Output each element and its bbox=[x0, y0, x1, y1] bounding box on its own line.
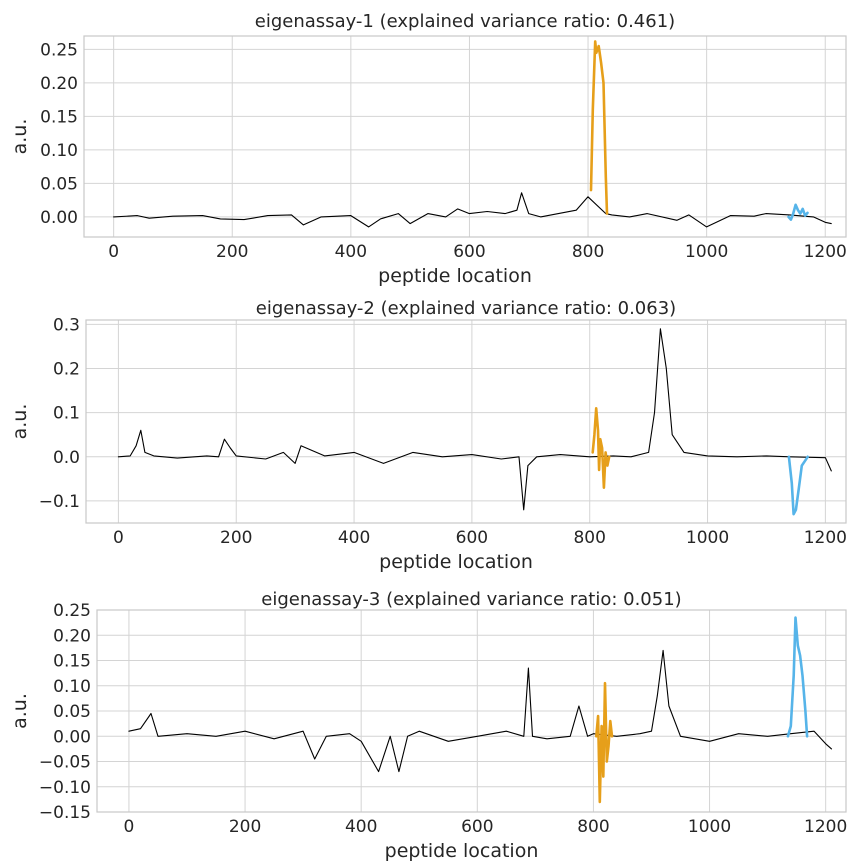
x-tick-label: 200 bbox=[216, 242, 248, 262]
plot-frame bbox=[85, 319, 847, 524]
x-tick-label: 0 bbox=[108, 242, 119, 262]
y-tick-label: 0.2 bbox=[53, 360, 80, 380]
y-tick-label: 0.25 bbox=[40, 40, 78, 60]
y-tick-label: 0.00 bbox=[53, 727, 91, 747]
series-line-orange bbox=[591, 406, 611, 490]
y-tick-label: 0.05 bbox=[40, 174, 78, 194]
chart-title: eigenassay-2 (explained variance ratio: … bbox=[256, 298, 676, 319]
x-tick-label: 400 bbox=[335, 242, 367, 262]
series-line-black bbox=[113, 192, 832, 228]
x-tick-label: 1200 bbox=[804, 528, 847, 548]
series-line-black bbox=[117, 328, 832, 511]
y-axis-label: a.u. bbox=[9, 693, 31, 729]
y-tick-label: 0.10 bbox=[53, 677, 91, 697]
y-tick-label: 0.10 bbox=[40, 141, 78, 161]
x-axis-label: peptide location bbox=[378, 265, 532, 287]
y-tick-label: 0.15 bbox=[40, 107, 78, 127]
chart-panel-3: 0 200 400 600 800 1000 1200 −0.15 −0.10 −0.05 0.00… bbox=[9, 589, 847, 862]
x-tick-label: 800 bbox=[577, 817, 609, 837]
chart-panel-1: 0 200 400 600 800 1000 1200 0.00 0.05 0.10 0.15 0.2… bbox=[9, 11, 847, 287]
x-tick-label: 1200 bbox=[804, 817, 847, 837]
chart-title: eigenassay-3 (explained variance ratio: … bbox=[261, 589, 681, 610]
y-tick-label: 0.20 bbox=[53, 626, 91, 646]
x-axis-label: peptide location bbox=[379, 551, 533, 573]
x-tick-label: 400 bbox=[345, 817, 377, 837]
series-line-blue bbox=[787, 203, 809, 221]
chart-panel-2: 0 200 400 600 800 1000 1200 −0.1 0.0 0.1 0.2 0.3 eig… bbox=[9, 298, 847, 573]
x-tick-label: 800 bbox=[573, 528, 605, 548]
chart-title: eigenassay-1 (explained variance ratio: … bbox=[255, 11, 675, 32]
x-tick-label: 1000 bbox=[686, 528, 729, 548]
x-tick-label: 1200 bbox=[804, 242, 847, 262]
y-tick-label: −0.05 bbox=[39, 753, 91, 773]
y-tick-label: 0.05 bbox=[53, 702, 91, 722]
y-tick-label: −0.10 bbox=[39, 778, 91, 798]
y-tick-label: 0.15 bbox=[53, 652, 91, 672]
x-tick-label: 1000 bbox=[688, 817, 731, 837]
series-line-black bbox=[128, 649, 833, 773]
x-tick-label: 600 bbox=[453, 242, 485, 262]
series-line-orange bbox=[589, 40, 609, 215]
y-tick-label: 0.00 bbox=[40, 208, 78, 228]
x-tick-label: 0 bbox=[124, 817, 135, 837]
x-tick-label: 400 bbox=[338, 528, 370, 548]
y-tick-label: −0.1 bbox=[39, 492, 80, 512]
y-tick-label: −0.15 bbox=[39, 803, 91, 823]
series-line-blue bbox=[786, 616, 809, 738]
x-tick-label: 200 bbox=[220, 528, 252, 548]
series-line-orange bbox=[594, 681, 614, 804]
x-tick-label: 800 bbox=[572, 242, 604, 262]
x-tick-label: 200 bbox=[229, 817, 261, 837]
plot-frame bbox=[83, 35, 847, 238]
plot-frame bbox=[96, 609, 847, 813]
y-axis-label: a.u. bbox=[9, 404, 31, 440]
x-tick-label: 600 bbox=[456, 528, 488, 548]
x-tick-label: 600 bbox=[461, 817, 493, 837]
y-tick-label: 0.0 bbox=[53, 448, 80, 468]
y-tick-label: 0.25 bbox=[53, 601, 91, 621]
series-line-blue bbox=[787, 455, 810, 516]
y-tick-label: 0.20 bbox=[40, 74, 78, 94]
x-tick-label: 0 bbox=[113, 528, 124, 548]
y-axis-label: a.u. bbox=[9, 119, 31, 155]
x-tick-label: 1000 bbox=[685, 242, 728, 262]
y-tick-label: 0.1 bbox=[53, 404, 80, 424]
y-tick-label: 0.3 bbox=[53, 315, 80, 335]
x-axis-label: peptide location bbox=[385, 840, 539, 862]
